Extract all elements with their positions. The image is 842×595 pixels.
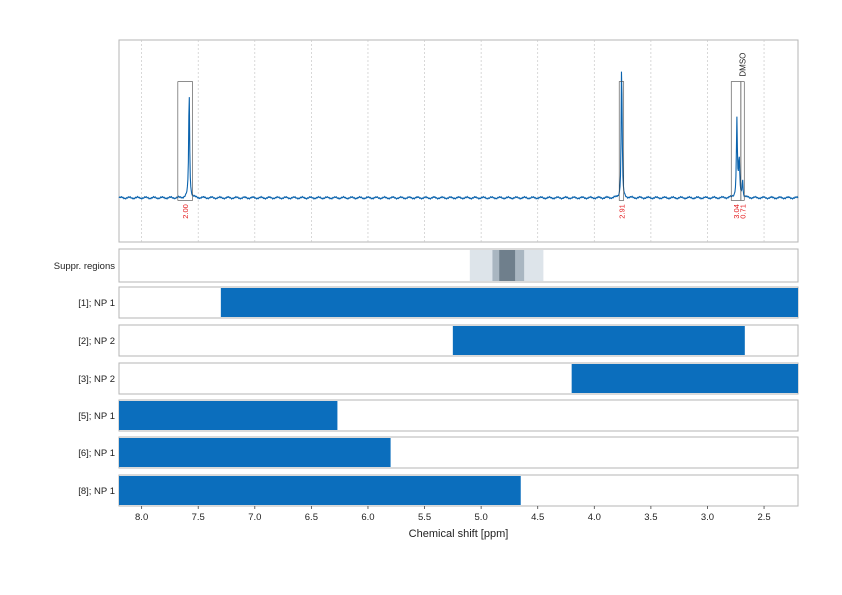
x-tick-label: 8.0 bbox=[135, 512, 148, 523]
x-tick-label: 3.0 bbox=[701, 512, 714, 523]
spectrum-line bbox=[118, 71, 799, 200]
region-label: [8]; NP 1 bbox=[78, 486, 115, 497]
spectrum-panel: 2.00 2.91 3.040.71 DMSO bbox=[118, 39, 799, 243]
x-tick-label: 6.5 bbox=[305, 512, 318, 523]
region-bar bbox=[119, 476, 521, 505]
x-axis-title: Chemical shift [ppm] bbox=[409, 528, 509, 540]
x-tick-label: 4.5 bbox=[531, 512, 544, 523]
x-tick-label: 3.5 bbox=[644, 512, 657, 523]
region-label: [5]; NP 1 bbox=[78, 411, 115, 422]
region-label: [6]; NP 1 bbox=[78, 448, 115, 459]
region-bar bbox=[119, 401, 338, 430]
x-tick-label: 5.0 bbox=[475, 512, 488, 523]
integration-box bbox=[618, 81, 625, 201]
x-tick-label: 5.5 bbox=[418, 512, 431, 523]
integral-label: 2.91 bbox=[617, 204, 626, 219]
region-label: [2]; NP 2 bbox=[78, 336, 115, 347]
suppression-frame bbox=[118, 248, 799, 283]
region-bar bbox=[452, 326, 745, 355]
region-bar bbox=[220, 288, 799, 317]
region-bar bbox=[119, 438, 391, 467]
integration-box bbox=[177, 81, 193, 201]
region-bar bbox=[571, 364, 798, 393]
integral-label: 0.71 bbox=[739, 204, 748, 219]
x-tick-label: 4.0 bbox=[588, 512, 601, 523]
region-bars-panel: [1]; NP 1 [2]; NP 2 [3]; NP 2 [5]; NP 1 [6];… bbox=[78, 286, 799, 507]
dmso-annotation: DMSO bbox=[739, 53, 748, 77]
x-axis: 8.0 7.5 7.0 6.5 6.0 5.5 5.0 4.5 4.0 3.5 3.0 2.5 bbox=[135, 506, 771, 523]
region-label: [3]; NP 2 bbox=[78, 374, 115, 385]
x-tick-label: 7.0 bbox=[248, 512, 261, 523]
x-tick-label: 2.5 bbox=[757, 512, 770, 523]
suppression-regions-panel: Suppr. regions bbox=[54, 248, 799, 283]
region-label: [1]; NP 1 bbox=[78, 298, 115, 309]
integral-label: 3.04 bbox=[732, 204, 741, 219]
suppression-label: Suppr. regions bbox=[54, 261, 116, 272]
spectrum-frame bbox=[118, 39, 799, 243]
suppression-region-inner bbox=[499, 250, 516, 281]
x-tick-label: 7.5 bbox=[192, 512, 205, 523]
x-tick-label: 6.0 bbox=[361, 512, 374, 523]
integration-box bbox=[740, 81, 745, 201]
integral-label: 2.00 bbox=[181, 204, 190, 219]
